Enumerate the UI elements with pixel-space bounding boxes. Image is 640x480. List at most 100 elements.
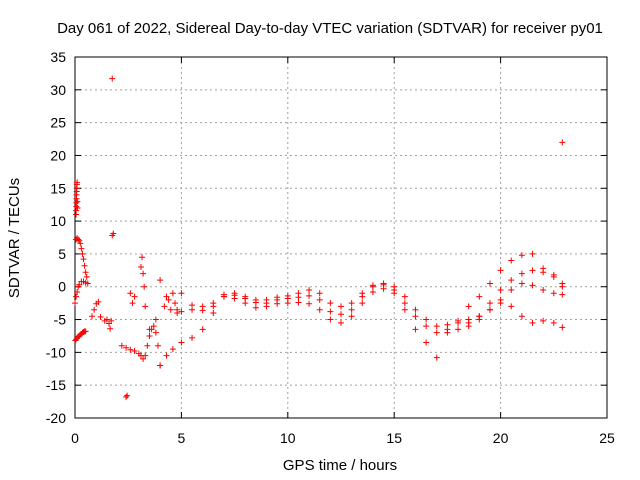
data-point: [518, 252, 525, 259]
series-early-mid: [72, 278, 91, 307]
y-tick-label: -10: [46, 344, 66, 360]
data-point: [109, 75, 116, 82]
data-point: [559, 283, 566, 290]
data-point: [163, 293, 170, 300]
data-point: [78, 245, 85, 252]
y-tick-label: -15: [46, 377, 66, 393]
data-point: [118, 342, 125, 349]
data-point: [74, 179, 81, 186]
data-point: [73, 293, 80, 300]
data-point: [76, 237, 83, 244]
data-point: [518, 270, 525, 277]
data-point: [75, 236, 82, 243]
x-tick-labels: 0 5 10 15 20 25: [71, 430, 615, 446]
data-point: [146, 326, 153, 333]
data-point: [508, 257, 515, 264]
data-point: [412, 306, 419, 313]
data-point: [550, 290, 557, 297]
data-point: [137, 264, 144, 271]
data-point: [380, 280, 387, 287]
data-point: [95, 298, 102, 305]
y-tick-label: -20: [46, 410, 66, 426]
y-tick-labels: -20 -15 -10 -5 0 5 10 15 20 25 30 35: [46, 49, 66, 426]
data-point: [178, 339, 185, 346]
data-point: [327, 308, 334, 315]
data-point: [559, 291, 566, 298]
x-tick-label: 15: [386, 430, 402, 446]
data-point: [433, 354, 440, 361]
data-point: [359, 300, 366, 307]
data-point: [401, 306, 408, 313]
data-point: [518, 280, 525, 287]
data-point: [165, 296, 172, 303]
grid-lines: [75, 57, 607, 418]
data-point: [172, 300, 179, 307]
data-point: [83, 273, 90, 280]
data-point: [157, 362, 164, 369]
data-point: [152, 316, 159, 323]
chart-title: Day 061 of 2022, Sidereal Day-to-day VTE…: [57, 20, 603, 37]
data-point: [210, 309, 217, 316]
data-point: [316, 306, 323, 313]
data-point: [174, 306, 181, 313]
data-points: [72, 75, 566, 400]
data-point: [486, 306, 493, 313]
data-point: [391, 283, 398, 290]
data-point: [369, 282, 376, 289]
data-point: [74, 204, 81, 211]
data-point: [89, 313, 96, 320]
data-point: [508, 287, 515, 294]
series-early-decay: [73, 235, 90, 280]
data-point: [518, 313, 525, 320]
data-point: [76, 281, 83, 288]
data-point: [497, 287, 504, 294]
data-point: [189, 302, 196, 309]
y-tick-label: 20: [50, 147, 66, 163]
data-point: [476, 313, 483, 320]
data-point: [401, 293, 408, 300]
data-point: [550, 319, 557, 326]
data-point: [306, 300, 313, 307]
data-point: [295, 299, 302, 306]
data-point: [274, 294, 281, 301]
data-point: [146, 332, 153, 339]
data-point: [540, 265, 547, 272]
data-point: [84, 280, 91, 287]
data-point: [74, 198, 81, 205]
data-point: [529, 250, 536, 257]
series-top-arc: [465, 250, 566, 310]
data-point: [559, 139, 566, 146]
data-point: [508, 277, 515, 284]
data-point: [178, 308, 185, 315]
data-point: [131, 348, 138, 355]
data-point: [486, 300, 493, 307]
series-lower-arc: [157, 285, 566, 369]
data-point: [338, 311, 344, 318]
data-point: [154, 342, 161, 349]
data-point: [141, 283, 148, 290]
data-point: [127, 290, 134, 297]
data-point: [423, 339, 430, 346]
data-point: [359, 290, 366, 297]
data-point: [189, 334, 196, 341]
data-point: [327, 316, 334, 323]
x-tick-label: 0: [71, 430, 79, 446]
data-point: [476, 293, 483, 300]
data-point: [306, 292, 313, 299]
data-point: [401, 300, 408, 307]
data-point: [140, 270, 147, 277]
data-point: [110, 230, 117, 237]
data-point: [139, 254, 146, 261]
data-point: [161, 303, 168, 310]
data-point: [242, 293, 249, 300]
data-point: [433, 323, 440, 330]
data-point: [348, 300, 355, 307]
data-point: [455, 317, 462, 324]
data-point: [97, 313, 104, 320]
data-point: [231, 290, 238, 297]
series-outliers: [109, 75, 566, 400]
data-point: [169, 290, 176, 297]
data-point: [423, 323, 430, 330]
data-point: [559, 324, 566, 331]
data-point: [508, 303, 515, 310]
